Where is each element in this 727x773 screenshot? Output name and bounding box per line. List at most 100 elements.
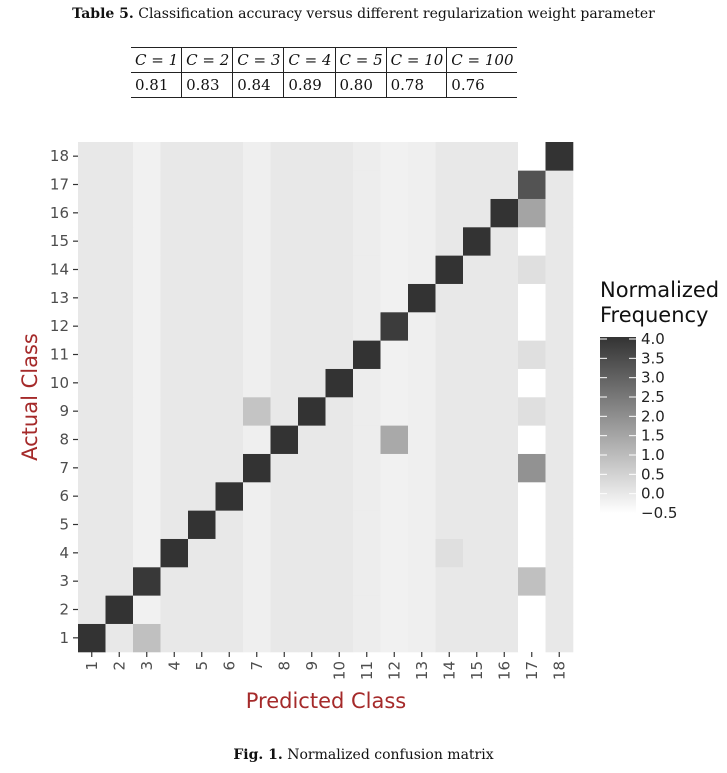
heatmap-cell xyxy=(298,198,326,228)
heatmap-cell xyxy=(380,142,409,171)
heatmap-cell xyxy=(325,255,354,284)
heatmap-cell xyxy=(298,482,326,511)
heatmap-cell xyxy=(490,283,519,313)
table-cell: 0.83 xyxy=(181,72,233,98)
heatmap-cell xyxy=(105,397,134,426)
heatmap-cell xyxy=(353,368,381,398)
heatmap-cell xyxy=(215,538,244,568)
color-legend: Normalized Frequency 4.03.5 3.02.52.0 1.51.… xyxy=(600,278,719,522)
heatmap-cell xyxy=(243,142,271,171)
table-header-cell: C = 100 xyxy=(446,47,517,73)
heatmap-cell xyxy=(545,312,574,341)
heatmap-cell xyxy=(133,283,161,313)
heatmap-cell xyxy=(463,397,491,426)
heatmap-cell xyxy=(325,567,354,596)
legend-title-line: Normalized xyxy=(600,278,719,302)
heatmap-cell xyxy=(435,283,464,313)
heatmap-cell xyxy=(463,538,491,568)
heatmap-cell xyxy=(298,283,326,313)
heatmap-cell xyxy=(78,198,106,228)
heatmap-cell xyxy=(270,567,299,596)
heatmap-cell xyxy=(518,567,546,596)
heatmap-cell xyxy=(270,198,299,228)
heatmap-cell xyxy=(215,595,244,624)
legend-colorbar xyxy=(600,337,636,513)
heatmap-cell xyxy=(160,312,189,341)
table-header-cell: C = 2 xyxy=(181,47,233,73)
heatmap-cell xyxy=(490,595,519,624)
heatmap-cell xyxy=(353,312,381,341)
heatmap-cell xyxy=(408,595,436,624)
heatmap-tiles xyxy=(78,142,574,653)
heatmap-cell xyxy=(160,425,189,454)
heatmap-cell xyxy=(518,453,546,483)
heatmap-cell xyxy=(133,198,161,228)
heatmap-cell xyxy=(463,368,491,398)
heatmap-cell xyxy=(133,453,161,483)
heatmap-cell xyxy=(78,425,106,454)
y-tick-label: 7 xyxy=(59,459,69,477)
heatmap-cell xyxy=(463,623,491,653)
heatmap-cell xyxy=(133,255,161,284)
heatmap-cell xyxy=(215,283,244,313)
heatmap-cell xyxy=(188,283,216,313)
x-tick-label: 1 xyxy=(83,661,101,671)
x-tick-label: 15 xyxy=(468,661,486,680)
heatmap-cell xyxy=(270,482,299,511)
heatmap-cell xyxy=(435,227,464,256)
x-tick-label: 7 xyxy=(248,661,266,671)
x-axis: 1 2 3 4 5 6 7 8 9 10 11 12 13 14 15 16 17 18 xyxy=(83,652,568,680)
heatmap-cell xyxy=(353,255,381,284)
heatmap-cell xyxy=(545,142,574,171)
heatmap-cell xyxy=(408,368,436,398)
heatmap-cell xyxy=(215,510,244,539)
heatmap-cell xyxy=(490,255,519,284)
heatmap-cell xyxy=(243,397,271,426)
heatmap-cell xyxy=(490,142,519,171)
heatmap-cell xyxy=(408,170,436,199)
heatmap-cell xyxy=(105,142,134,171)
heatmap-cell xyxy=(78,283,106,313)
heatmap-cell xyxy=(270,340,299,369)
heatmap-cell xyxy=(490,425,519,454)
heatmap-cell xyxy=(490,312,519,341)
heatmap-cell xyxy=(160,482,189,511)
y-tick-label: 6 xyxy=(59,487,69,505)
heatmap-cell xyxy=(188,453,216,483)
heatmap-cell xyxy=(105,283,134,313)
heatmap-cell xyxy=(545,397,574,426)
heatmap-cell xyxy=(353,227,381,256)
heatmap-cell xyxy=(188,482,216,511)
heatmap-cell xyxy=(545,595,574,624)
y-tick-label: 14 xyxy=(50,261,69,279)
heatmap-cell xyxy=(325,227,354,256)
heatmap-cell xyxy=(325,312,354,341)
heatmap-cell xyxy=(270,142,299,171)
heatmap-cell xyxy=(463,283,491,313)
table-caption: Table 5. Classification accuracy versus … xyxy=(0,6,727,22)
heatmap-cell xyxy=(435,623,464,653)
heatmap-cell xyxy=(380,623,409,653)
heatmap-cell xyxy=(380,368,409,398)
heatmap-cell xyxy=(518,340,546,369)
legend-title: Normalized Frequency xyxy=(600,278,719,327)
heatmap-cell xyxy=(243,170,271,199)
legend-tick-label: −0.5 xyxy=(641,504,677,522)
heatmap-cell xyxy=(160,142,189,171)
y-tick-label: 5 xyxy=(59,516,69,534)
heatmap-cell xyxy=(215,623,244,653)
heatmap-cell xyxy=(463,170,491,199)
heatmap-cell xyxy=(78,312,106,341)
heatmap-cell xyxy=(270,538,299,568)
heatmap-cell xyxy=(325,538,354,568)
heatmap-cell xyxy=(380,453,409,483)
heatmap-cell xyxy=(188,397,216,426)
heatmap-cell xyxy=(270,623,299,653)
heatmap-cell xyxy=(325,453,354,483)
legend-ticks: 4.03.5 3.02.52.0 1.51.00.5 0.0−0.5 xyxy=(600,330,677,522)
heatmap-cell xyxy=(298,595,326,624)
heatmap-cell xyxy=(490,368,519,398)
heatmap-cell xyxy=(160,453,189,483)
heatmap-cell xyxy=(188,538,216,568)
heatmap-cell xyxy=(105,453,134,483)
